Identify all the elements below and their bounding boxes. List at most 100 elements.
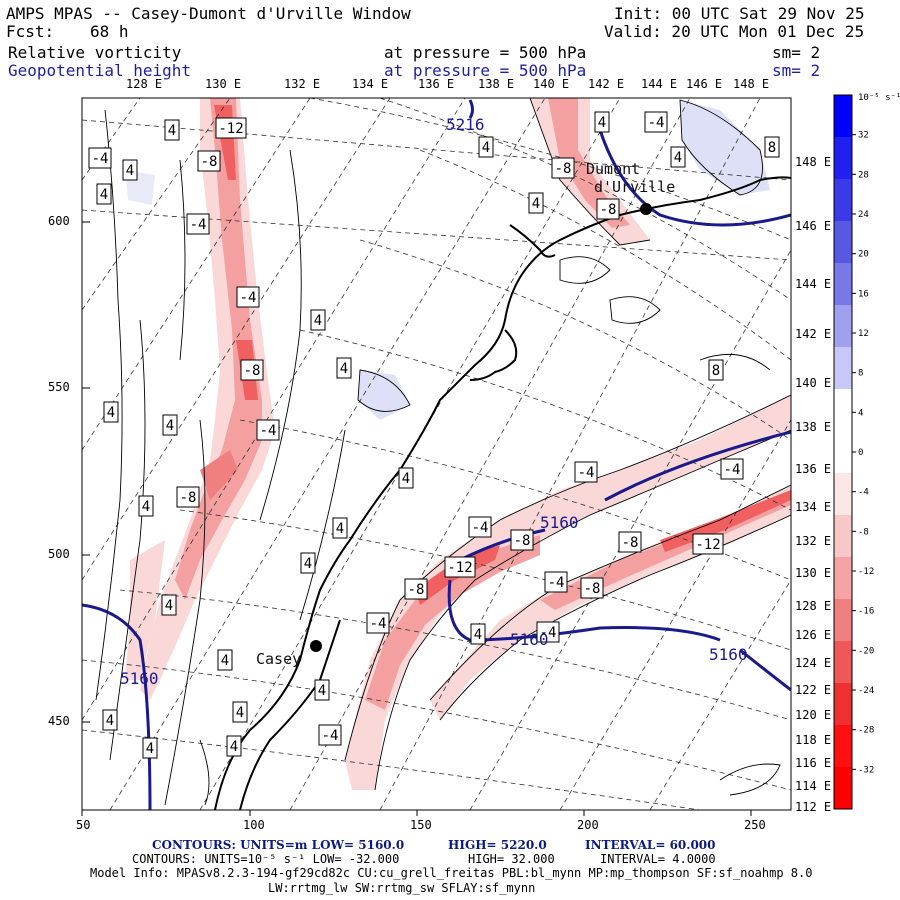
height-label: 5160 — [510, 630, 549, 649]
vorticity-label-box — [300, 552, 316, 574]
vorticity-label-box — [544, 571, 568, 593]
vorticity-label: -4 — [472, 520, 489, 536]
contours-vorticity-label: CONTOURS: UNITS=10⁻⁵ s⁻¹ LOW= -32.000 — [132, 852, 400, 866]
vorticity-label-box — [103, 401, 119, 423]
vorticity-label-box — [618, 531, 642, 553]
vorticity-label-box — [314, 679, 330, 701]
vorticity-label: -4 — [322, 728, 339, 744]
vorticity-label-box — [197, 150, 221, 172]
vorticity-contours — [95, 98, 791, 806]
init-time: Init: 00 UTC Sat 29 Nov 25 — [614, 4, 865, 23]
lon-label-top: 146 E — [686, 77, 723, 91]
vorticity-label-box — [510, 529, 534, 551]
casey-station-label: Casey — [256, 650, 301, 668]
lat-label-right: 142 E — [795, 327, 832, 341]
vorticity-label: -4 — [240, 290, 257, 306]
vorticity-label: 4 — [107, 405, 115, 421]
vorticity-label-box — [336, 357, 352, 379]
lat-label-right: 132 E — [795, 534, 832, 548]
lat-label-right: 138 E — [795, 420, 832, 434]
field1-name: Relative vorticity — [8, 43, 182, 62]
vorticity-label-box — [478, 136, 494, 158]
lat-label-right: 122 E — [795, 683, 832, 697]
vorticity-label: -8 — [180, 490, 197, 506]
vorticity-labels: -12 -8 -8 -4 -4 -8 -4 -8 -8 -4 -12 -8 -4 -4 -8 -12 -8 -4 -… — [88, 111, 780, 759]
vorticity-label: -4 — [92, 151, 109, 167]
vorticity-label: 4 — [304, 556, 312, 572]
vorticity-label-box — [310, 309, 326, 331]
field1-pressure: at pressure = 500 hPa — [384, 43, 587, 62]
vorticity-label: 4 — [221, 653, 229, 669]
lon-label-top: 138 E — [478, 77, 515, 91]
valid-time: Valid: 20 UTC Mon 01 Dec 25 — [604, 22, 865, 41]
vorticity-positive-northeast — [680, 100, 770, 195]
lat-label-right: 118 E — [795, 733, 832, 747]
lon-label-top: 130 E — [205, 77, 242, 91]
vorticity-label: -4 — [190, 217, 207, 233]
dumont-station-label: Dumont d'Urville — [586, 160, 675, 196]
lat-label-right: 128 E — [795, 599, 832, 613]
vorticity-label: -8 — [514, 533, 531, 549]
vorticity-label: -8 — [584, 581, 601, 597]
vorticity-label-box — [217, 649, 233, 671]
vorticity-label: 4 — [482, 140, 490, 156]
vorticity-label: -4 — [724, 462, 741, 478]
vorticity-label: -8 — [622, 535, 639, 551]
contours-height-interval: INTERVAL= 60.000 — [585, 838, 716, 852]
forecast-hours: 68 h — [90, 22, 129, 41]
casey-station-marker[interactable] — [310, 640, 322, 652]
y-axis-label: 450 — [48, 714, 70, 728]
vorticity-label: 8 — [768, 140, 776, 156]
vorticity-label-box — [122, 159, 138, 181]
x-axis-label: 100 — [243, 818, 265, 832]
lat-label-right: 114 E — [795, 779, 832, 793]
vorticity-label-box — [256, 419, 280, 441]
lon-label-top: 128 E — [126, 77, 163, 91]
vorticity-band-west-strong3 — [200, 450, 238, 500]
vorticity-label-box — [644, 111, 668, 133]
lon-label-top: 148 E — [733, 77, 770, 91]
vorticity-label-box — [720, 458, 744, 480]
dumont-label-line2: d'Urville — [594, 178, 675, 196]
lat-label-right: 116 E — [795, 756, 832, 770]
coastline — [214, 176, 791, 810]
vorticity-label: 4 — [168, 123, 176, 139]
vorticity-label-box — [240, 359, 264, 381]
lat-label-right: 144 E — [795, 277, 832, 291]
lat-label-right: 112 E — [795, 800, 832, 814]
vorticity-label-box — [318, 724, 342, 746]
dumont-label-line1: Dumont — [586, 160, 640, 178]
vorticity-label-box — [708, 359, 724, 381]
vorticity-label: 4 — [402, 471, 410, 487]
field2-smoothing: sm= 2 — [772, 61, 821, 80]
vorticity-label-box — [176, 486, 200, 508]
vorticity-band-east-mid — [365, 535, 540, 710]
field1-smoothing: sm= 2 — [772, 43, 821, 62]
lat-label-right: 134 E — [795, 500, 832, 514]
lat-label-right: 136 E — [795, 462, 832, 476]
model-info-line2: LW:rrtmg_lw SW:rrtmg_sw SFLAY:sf_mynn — [268, 881, 536, 895]
vorticity-label: -8 — [600, 202, 617, 218]
lon-label-top: 136 E — [418, 77, 455, 91]
vorticity-label-box — [162, 414, 178, 436]
contours-vorticity-interval: INTERVAL= 4.0000 — [600, 852, 716, 866]
vorticity-label: 4 — [336, 521, 344, 537]
vorticity-label-box — [236, 286, 260, 308]
vorticity-label: -12 — [695, 537, 720, 553]
vorticity-label: 4 — [106, 713, 114, 729]
vorticity-label: 4 — [230, 739, 238, 755]
vorticity-label: -12 — [447, 560, 472, 576]
vorticity-label-box — [596, 198, 620, 220]
dumont-station-marker[interactable] — [640, 203, 652, 215]
vorticity-label-box — [215, 117, 247, 139]
height-label: 5160 — [120, 669, 159, 688]
lon-label-top: 132 E — [284, 77, 321, 91]
vorticity-label: 4 — [236, 705, 244, 721]
vorticity-label: 4 — [532, 196, 540, 212]
height-label: 5160 — [540, 513, 579, 532]
x-axis-label: 200 — [577, 818, 599, 832]
height-labels: 5216 5160 5160 5160 5160 — [120, 115, 748, 688]
vorticity-label: -12 — [218, 121, 243, 137]
height-contours — [82, 99, 791, 810]
y-axis-label: 500 — [48, 547, 70, 561]
